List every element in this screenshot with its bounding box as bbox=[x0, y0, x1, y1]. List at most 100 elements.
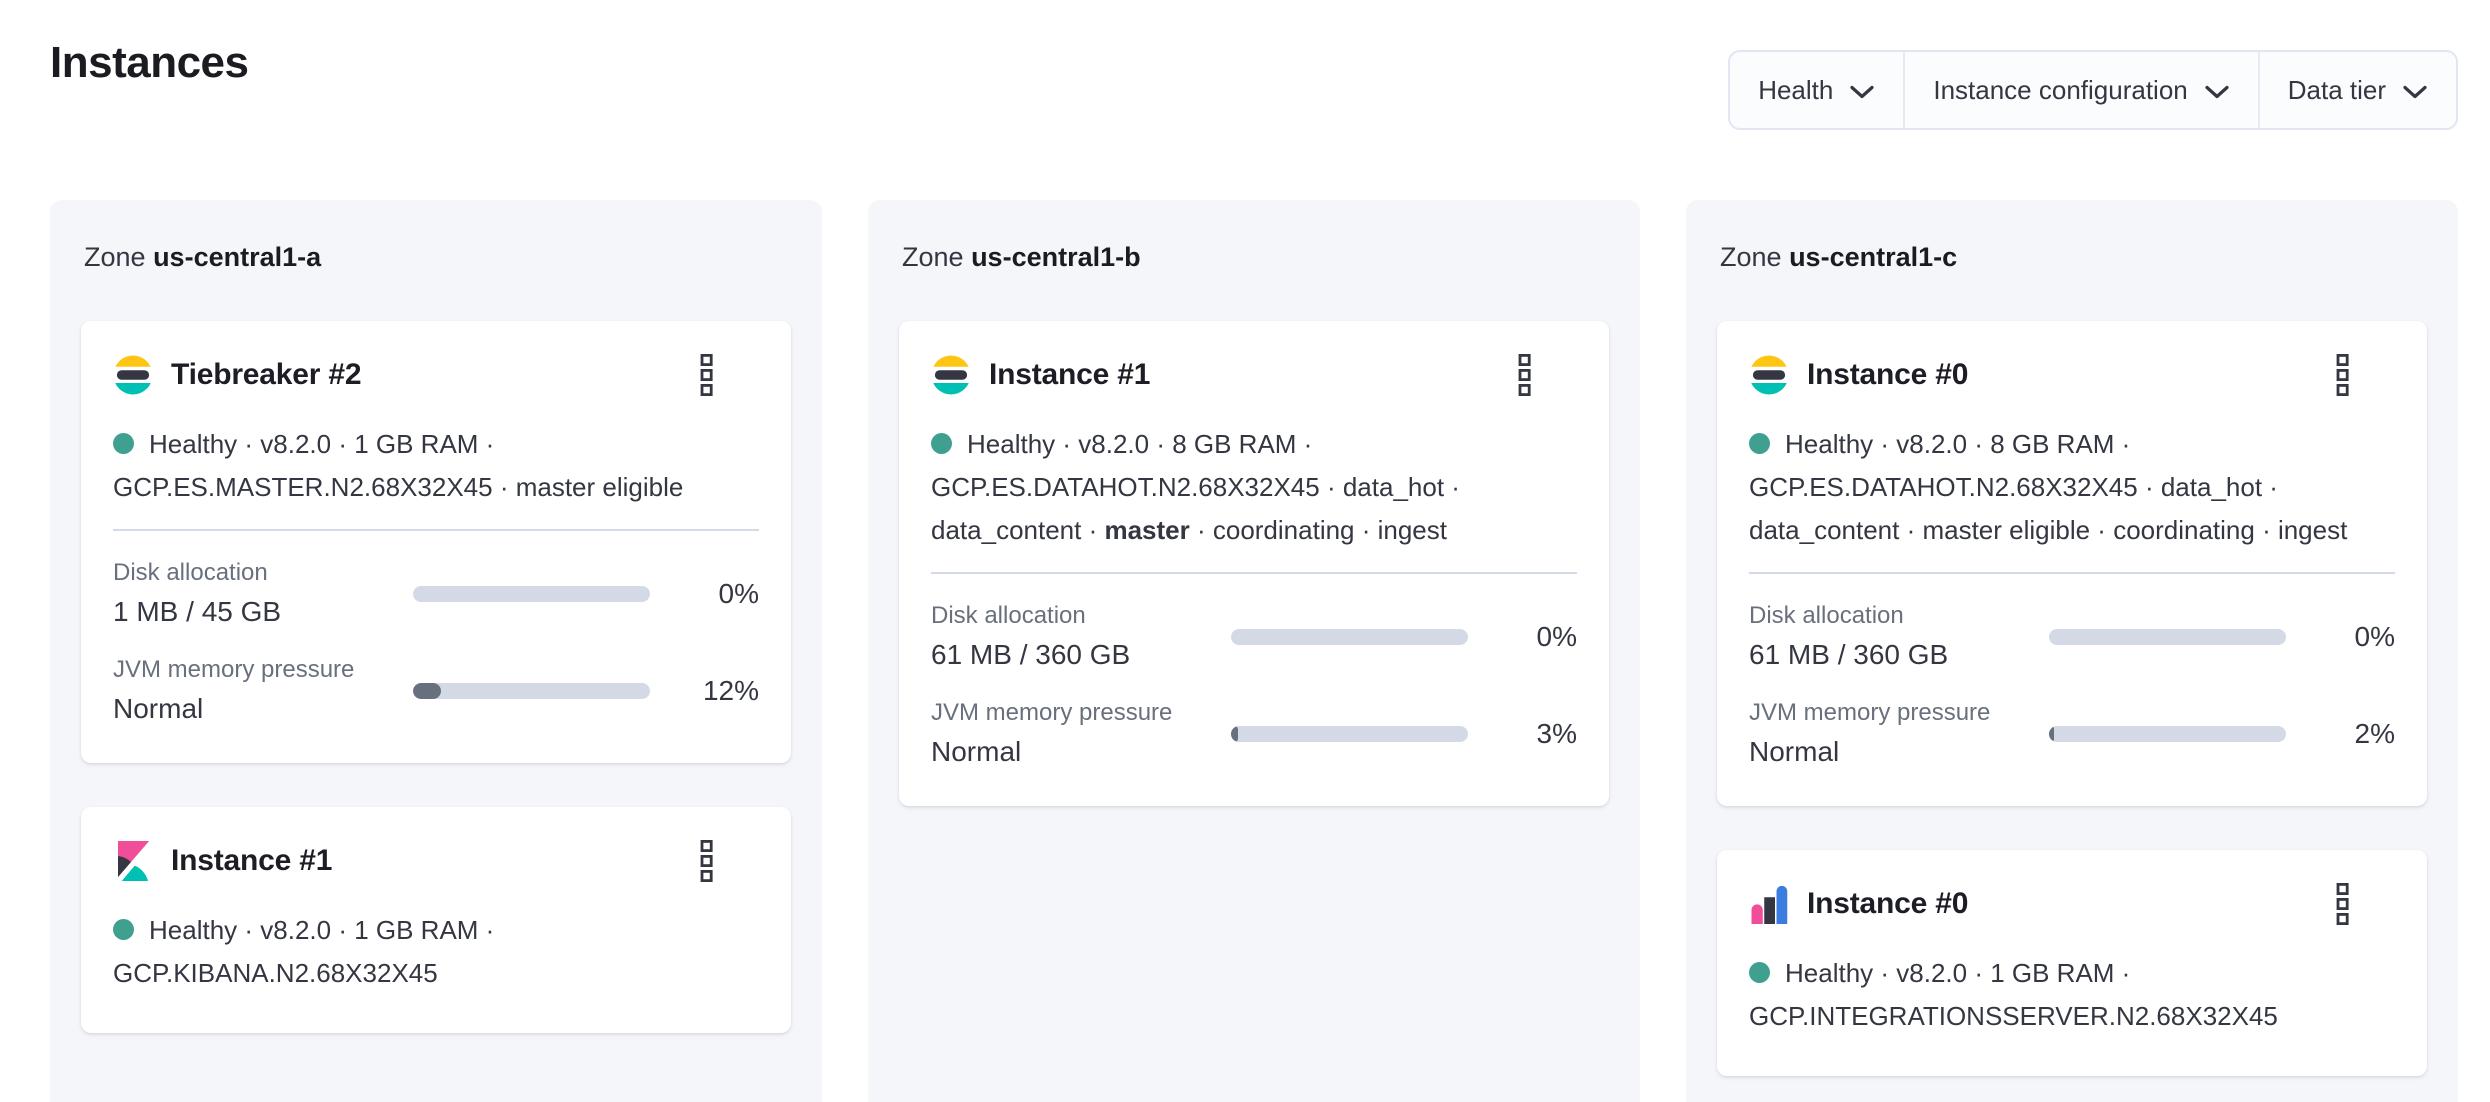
metric-row-jvm-memory-pressure: JVM memory pressure Normal 12% bbox=[113, 656, 759, 725]
zone-cards: Instance #1 Healthy · v8.2.0 · 8 GB RAM … bbox=[899, 321, 1609, 806]
zone-panel-us-central1-b: Zone us-central1-b Instance #1 bbox=[868, 200, 1640, 1102]
instance-card: Instance #0 Healthy · v8.2.0 · 1 GB RAM … bbox=[1717, 850, 2427, 1076]
progress-fill bbox=[2049, 725, 2054, 742]
instance-status: Healthy · v8.2.0 · 1 GB RAM · GCP.KIBANA… bbox=[113, 909, 759, 995]
metric-label: Disk allocation bbox=[1749, 602, 1904, 629]
instance-actions-menu-button[interactable] bbox=[2328, 880, 2357, 928]
jvm-progress-bar bbox=[2049, 725, 2286, 742]
zone-name: us-central1-a bbox=[153, 242, 322, 272]
zone-name: us-central1-b bbox=[971, 242, 1141, 272]
zones-container: Zone us-central1-a Tiebreaker #2 bbox=[0, 200, 2490, 1102]
chevron-down-icon bbox=[1849, 84, 1875, 100]
status-text: Healthy · v8.2.0 · 1 GB RAM · GCP.KIBANA… bbox=[113, 915, 495, 988]
zone-label-prefix: Zone bbox=[902, 242, 964, 272]
card-header: Tiebreaker #2 bbox=[113, 351, 759, 399]
metric-text: Disk allocation 1 MB / 45 GB bbox=[113, 559, 413, 628]
progress-fill bbox=[1231, 725, 1239, 742]
filter-button-instance-configuration[interactable]: Instance configuration bbox=[1903, 52, 2257, 128]
metric-row-disk-allocation: Disk allocation 1 MB / 45 GB 0% bbox=[113, 559, 759, 628]
instance-status: Healthy · v8.2.0 · 8 GB RAM · GCP.ES.DAT… bbox=[931, 423, 1577, 552]
filter-button-data-tier[interactable]: Data tier bbox=[2257, 52, 2456, 128]
metric-text: Disk allocation 61 MB / 360 GB bbox=[931, 602, 1231, 671]
card-header: Instance #0 bbox=[1749, 351, 2395, 399]
page-header: Instances Health Instance configuration … bbox=[0, 0, 2490, 130]
metric-percent: 12% bbox=[702, 674, 759, 706]
instance-actions-menu-button[interactable] bbox=[692, 351, 721, 399]
page-title: Instances bbox=[50, 38, 249, 87]
filter-button-label: Health bbox=[1758, 74, 1834, 105]
status-text: · coordinating · ingest bbox=[1189, 515, 1447, 545]
instance-title: Instance #0 bbox=[1807, 358, 1969, 391]
instance-status: Healthy · v8.2.0 · 1 GB RAM · GCP.INTEGR… bbox=[1749, 952, 2395, 1038]
metric-text: JVM memory pressure Normal bbox=[931, 699, 1231, 768]
metric-label: JVM memory pressure bbox=[113, 656, 355, 683]
metric-value: 61 MB / 360 GB bbox=[1749, 639, 1949, 670]
elasticsearch-logo-icon bbox=[113, 355, 153, 395]
metric-value: Normal bbox=[1749, 736, 1840, 767]
instance-actions-menu-button[interactable] bbox=[2328, 351, 2357, 399]
metric-row-jvm-memory-pressure: JVM memory pressure Normal 2% bbox=[1749, 699, 2395, 768]
instance-status: Healthy · v8.2.0 · 1 GB RAM · GCP.ES.MAS… bbox=[113, 423, 759, 509]
metric-label: Disk allocation bbox=[931, 602, 1086, 629]
divider bbox=[113, 529, 759, 531]
metric-row-jvm-memory-pressure: JVM memory pressure Normal 3% bbox=[931, 699, 1577, 768]
zone-label-prefix: Zone bbox=[1720, 242, 1782, 272]
metric-label: Disk allocation bbox=[113, 559, 268, 586]
kibana-logo-icon bbox=[113, 841, 153, 881]
card-header: Instance #1 bbox=[113, 837, 759, 885]
metric-text: JVM memory pressure Normal bbox=[113, 656, 413, 725]
elasticsearch-logo-icon bbox=[1749, 355, 1789, 395]
instance-title: Instance #1 bbox=[989, 358, 1151, 391]
status-text: Healthy · v8.2.0 · 1 GB RAM · GCP.INTEGR… bbox=[1749, 958, 2278, 1031]
metric-row-disk-allocation: Disk allocation 61 MB / 360 GB 0% bbox=[1749, 602, 2395, 671]
status-text: Healthy · v8.2.0 · 8 GB RAM · GCP.ES.DAT… bbox=[931, 429, 1460, 545]
instance-actions-menu-button[interactable] bbox=[692, 837, 721, 885]
status-text: Healthy · v8.2.0 · 1 GB RAM · GCP.ES.MAS… bbox=[113, 429, 684, 502]
divider bbox=[1749, 572, 2395, 574]
metric-percent: 0% bbox=[718, 577, 759, 609]
status-text-bold: master bbox=[1104, 515, 1190, 545]
integrations-server-logo-icon bbox=[1749, 884, 1789, 924]
instance-title: Instance #1 bbox=[171, 844, 333, 877]
zone-panel-us-central1-c: Zone us-central1-c Instance #0 bbox=[1686, 200, 2458, 1102]
zone-cards: Tiebreaker #2 Healthy · v8.2.0 · 1 GB RA… bbox=[81, 321, 791, 1033]
metric-percent: 3% bbox=[1536, 717, 1577, 749]
health-dot-icon bbox=[113, 433, 134, 454]
zone-cards: Instance #0 Healthy · v8.2.0 · 8 GB RAM … bbox=[1717, 321, 2427, 1076]
zone-label: Zone us-central1-c bbox=[1720, 242, 2427, 273]
filter-group: Health Instance configuration Data tier bbox=[1728, 50, 2458, 130]
zone-label-prefix: Zone bbox=[84, 242, 146, 272]
disk-progress-bar bbox=[413, 585, 650, 602]
metric-value: 61 MB / 360 GB bbox=[931, 639, 1131, 670]
status-text: Healthy · v8.2.0 · 8 GB RAM · GCP.ES.DAT… bbox=[1749, 429, 2348, 545]
card-header: Instance #0 bbox=[1749, 880, 2395, 928]
metric-label: JVM memory pressure bbox=[931, 699, 1173, 726]
disk-progress-bar bbox=[2049, 628, 2286, 645]
instance-card: Instance #1 Healthy · v8.2.0 · 1 GB RAM … bbox=[81, 807, 791, 1033]
progress-fill bbox=[413, 682, 442, 699]
metric-text: Disk allocation 61 MB / 360 GB bbox=[1749, 602, 2049, 671]
metric-label: JVM memory pressure bbox=[1749, 699, 1991, 726]
health-dot-icon bbox=[1749, 962, 1770, 983]
zone-label: Zone us-central1-a bbox=[84, 242, 791, 273]
zone-name: us-central1-c bbox=[1789, 242, 1958, 272]
elasticsearch-logo-icon bbox=[931, 355, 971, 395]
health-dot-icon bbox=[1749, 433, 1770, 454]
health-dot-icon bbox=[113, 919, 134, 940]
instance-actions-menu-button[interactable] bbox=[1510, 351, 1539, 399]
jvm-progress-bar bbox=[413, 682, 650, 699]
divider bbox=[931, 572, 1577, 574]
zone-label: Zone us-central1-b bbox=[902, 242, 1609, 273]
instance-title: Instance #0 bbox=[1807, 887, 1969, 920]
instance-title: Tiebreaker #2 bbox=[171, 358, 362, 391]
chevron-down-icon bbox=[2402, 84, 2428, 100]
filter-button-health[interactable]: Health bbox=[1730, 52, 1903, 128]
metric-row-disk-allocation: Disk allocation 61 MB / 360 GB 0% bbox=[931, 602, 1577, 671]
metric-value: Normal bbox=[113, 693, 204, 724]
instance-card: Instance #0 Healthy · v8.2.0 · 8 GB RAM … bbox=[1717, 321, 2427, 806]
metric-percent: 0% bbox=[2354, 620, 2395, 652]
zone-panel-us-central1-a: Zone us-central1-a Tiebreaker #2 bbox=[50, 200, 822, 1102]
jvm-progress-bar bbox=[1231, 725, 1468, 742]
instance-card: Tiebreaker #2 Healthy · v8.2.0 · 1 GB RA… bbox=[81, 321, 791, 763]
